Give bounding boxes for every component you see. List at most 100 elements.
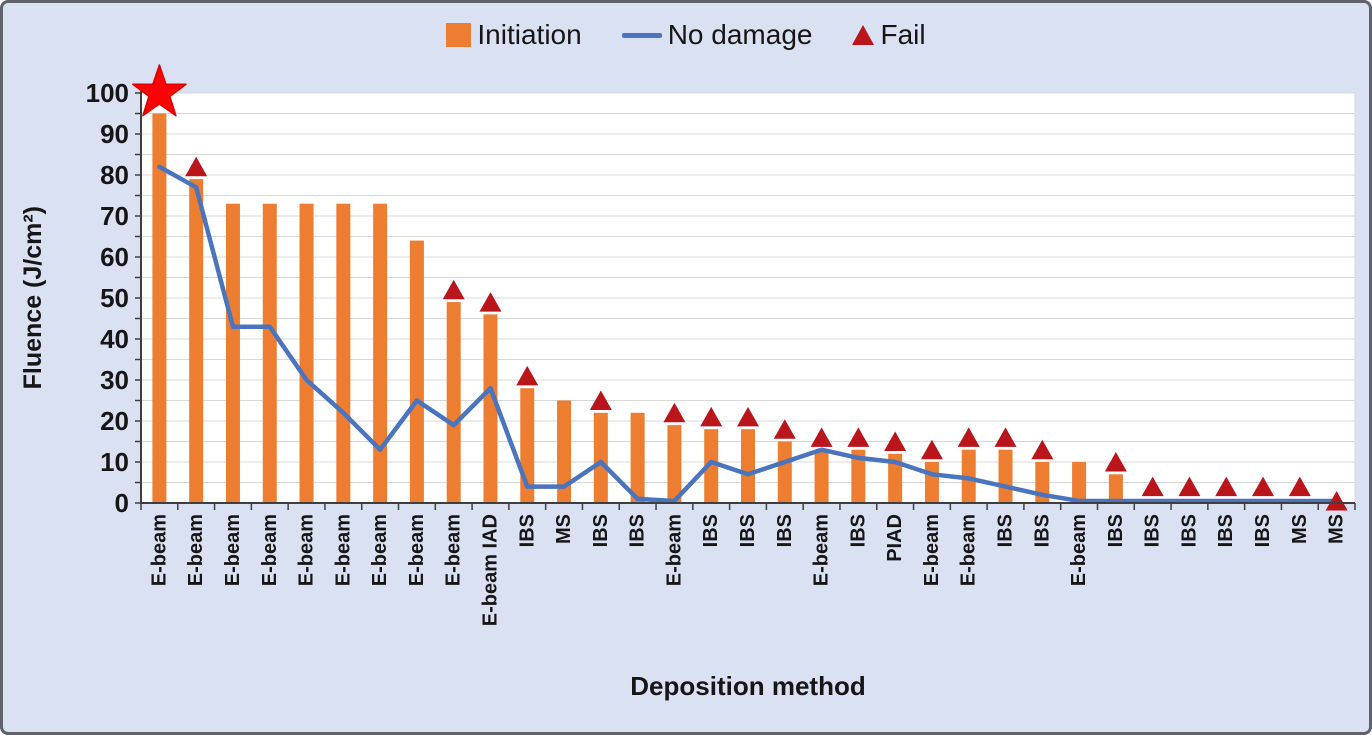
x-category-label: E-beam	[1068, 514, 1090, 586]
fail-triangle-icon	[442, 279, 465, 300]
x-category-label: E-beam	[259, 514, 281, 586]
x-category-label: E-beam	[296, 514, 318, 586]
initiation-bars	[152, 113, 1123, 503]
x-category-label: IBS	[995, 514, 1017, 547]
initiation-bar	[336, 203, 351, 503]
x-category-label: E-beam	[406, 514, 428, 586]
fail-triangle-icon	[1288, 476, 1311, 497]
fail-triangle-icon	[663, 402, 686, 423]
legend-item-fail: Fail	[852, 19, 926, 51]
y-tick-label: 40	[100, 324, 129, 354]
x-category-label: IBS	[774, 514, 796, 547]
y-tick-label: 30	[100, 365, 129, 395]
x-category-label: E-beam	[185, 514, 207, 586]
x-category-label: E-beam IAD	[479, 514, 501, 626]
x-category-label: IBS	[516, 514, 538, 547]
x-category-label: E-beam	[443, 514, 465, 586]
fail-triangle-icon	[994, 427, 1017, 447]
x-category-label: E-beam	[811, 514, 833, 586]
y-tick-label: 100	[86, 78, 129, 108]
initiation-bar	[888, 453, 903, 503]
fail-triangle-icon	[884, 431, 907, 451]
initiation-bar	[262, 203, 277, 503]
fail-triangle-icon	[589, 390, 612, 410]
red-star-icon	[132, 64, 187, 117]
fail-triangle-icon	[920, 439, 943, 460]
y-tick-label: 60	[100, 242, 129, 272]
x-category-label: IBS	[1031, 514, 1053, 547]
fail-triangle-icon	[1252, 476, 1275, 497]
initiation-bar	[998, 449, 1013, 503]
initiation-bar	[189, 179, 204, 503]
initiation-bar	[299, 203, 314, 503]
fail-triangle-icon	[810, 427, 833, 447]
initiation-bar	[446, 302, 461, 503]
fail-triangle-icon	[1104, 452, 1127, 472]
x-category-label: E-beam	[663, 514, 685, 586]
fail-markers	[185, 156, 1348, 511]
y-tick-label: 80	[100, 160, 129, 190]
x-category-label: IBS	[1142, 514, 1164, 547]
fail-triangle-icon	[957, 427, 980, 447]
initiation-bar	[741, 429, 755, 503]
x-category-label: E-beam	[332, 514, 354, 586]
line-swatch-icon	[621, 32, 662, 38]
initiation-bar	[851, 449, 866, 503]
x-category-label: IBS	[737, 514, 759, 547]
initiation-bar	[924, 462, 939, 503]
fail-triangle-icon	[700, 406, 723, 427]
legend-item-no-damage: No damage	[621, 19, 813, 51]
x-category-label: IBS	[1252, 514, 1274, 547]
y-tick-label: 90	[100, 119, 129, 149]
x-category-label: MS	[1326, 514, 1348, 544]
fail-triangle-icon	[737, 406, 759, 427]
no-damage-line	[157, 164, 1339, 504]
x-category-label: IBS	[627, 514, 649, 547]
x-category-label: E-beam	[222, 514, 244, 586]
x-category-label: E-beam	[958, 514, 980, 586]
fail-triangle-icon	[1141, 476, 1164, 497]
y-tick-label: 50	[100, 283, 129, 313]
x-category-label: IBS	[590, 514, 612, 547]
fail-triangle-icon	[1215, 476, 1238, 497]
initiation-bar	[1108, 474, 1123, 503]
initiation-bar	[483, 314, 498, 503]
fail-triangle-icon	[1325, 490, 1348, 511]
y-ticks	[135, 92, 141, 504]
legend-label-no-damage: No damage	[667, 19, 813, 50]
initiation-bar	[409, 240, 424, 503]
fail-triangle-icon	[847, 427, 870, 447]
x-category-label: E-beam	[369, 514, 391, 586]
x-category-label: IBS	[1178, 514, 1200, 547]
initiation-bar	[777, 441, 792, 503]
x-category-label: MS	[553, 514, 575, 544]
y-tick-label: 70	[100, 201, 129, 231]
initiation-bar	[152, 113, 167, 503]
fail-triangle-icon	[1031, 439, 1054, 460]
initiation-bar	[704, 429, 719, 503]
legend-label-fail: Fail	[880, 19, 926, 50]
x-category-label: IBS	[1215, 514, 1237, 547]
y-tick-labels: 0 10 20 30 40 50 60 70 80 90 100	[86, 78, 129, 518]
x-category-labels: E-beam E-beam E-beam E-beam E-beam E-beam E-be…	[148, 514, 1347, 626]
initiation-bar	[630, 412, 645, 503]
legend-item-initiation: Initiation	[446, 19, 582, 51]
fail-triangle-icon	[479, 292, 502, 312]
y-axis-title: Fluence (J/cm²)	[19, 206, 47, 390]
x-category-label: IBS	[847, 514, 869, 547]
x-category-label: PIAD	[884, 514, 906, 562]
x-category-label: MS	[1289, 514, 1311, 544]
initiation-bar	[593, 412, 608, 503]
initiation-bar	[373, 203, 388, 503]
fail-triangle-icon	[185, 156, 208, 177]
initiation-bar	[1072, 462, 1087, 503]
fail-triangle-icon	[1178, 476, 1201, 497]
legend-label-initiation: Initiation	[477, 19, 582, 50]
y-tick-label: 10	[100, 447, 129, 477]
initiation-bar	[225, 203, 240, 503]
initiation-bar	[667, 425, 682, 503]
triangle-swatch-icon	[852, 25, 875, 45]
x-ticks	[140, 503, 1356, 510]
